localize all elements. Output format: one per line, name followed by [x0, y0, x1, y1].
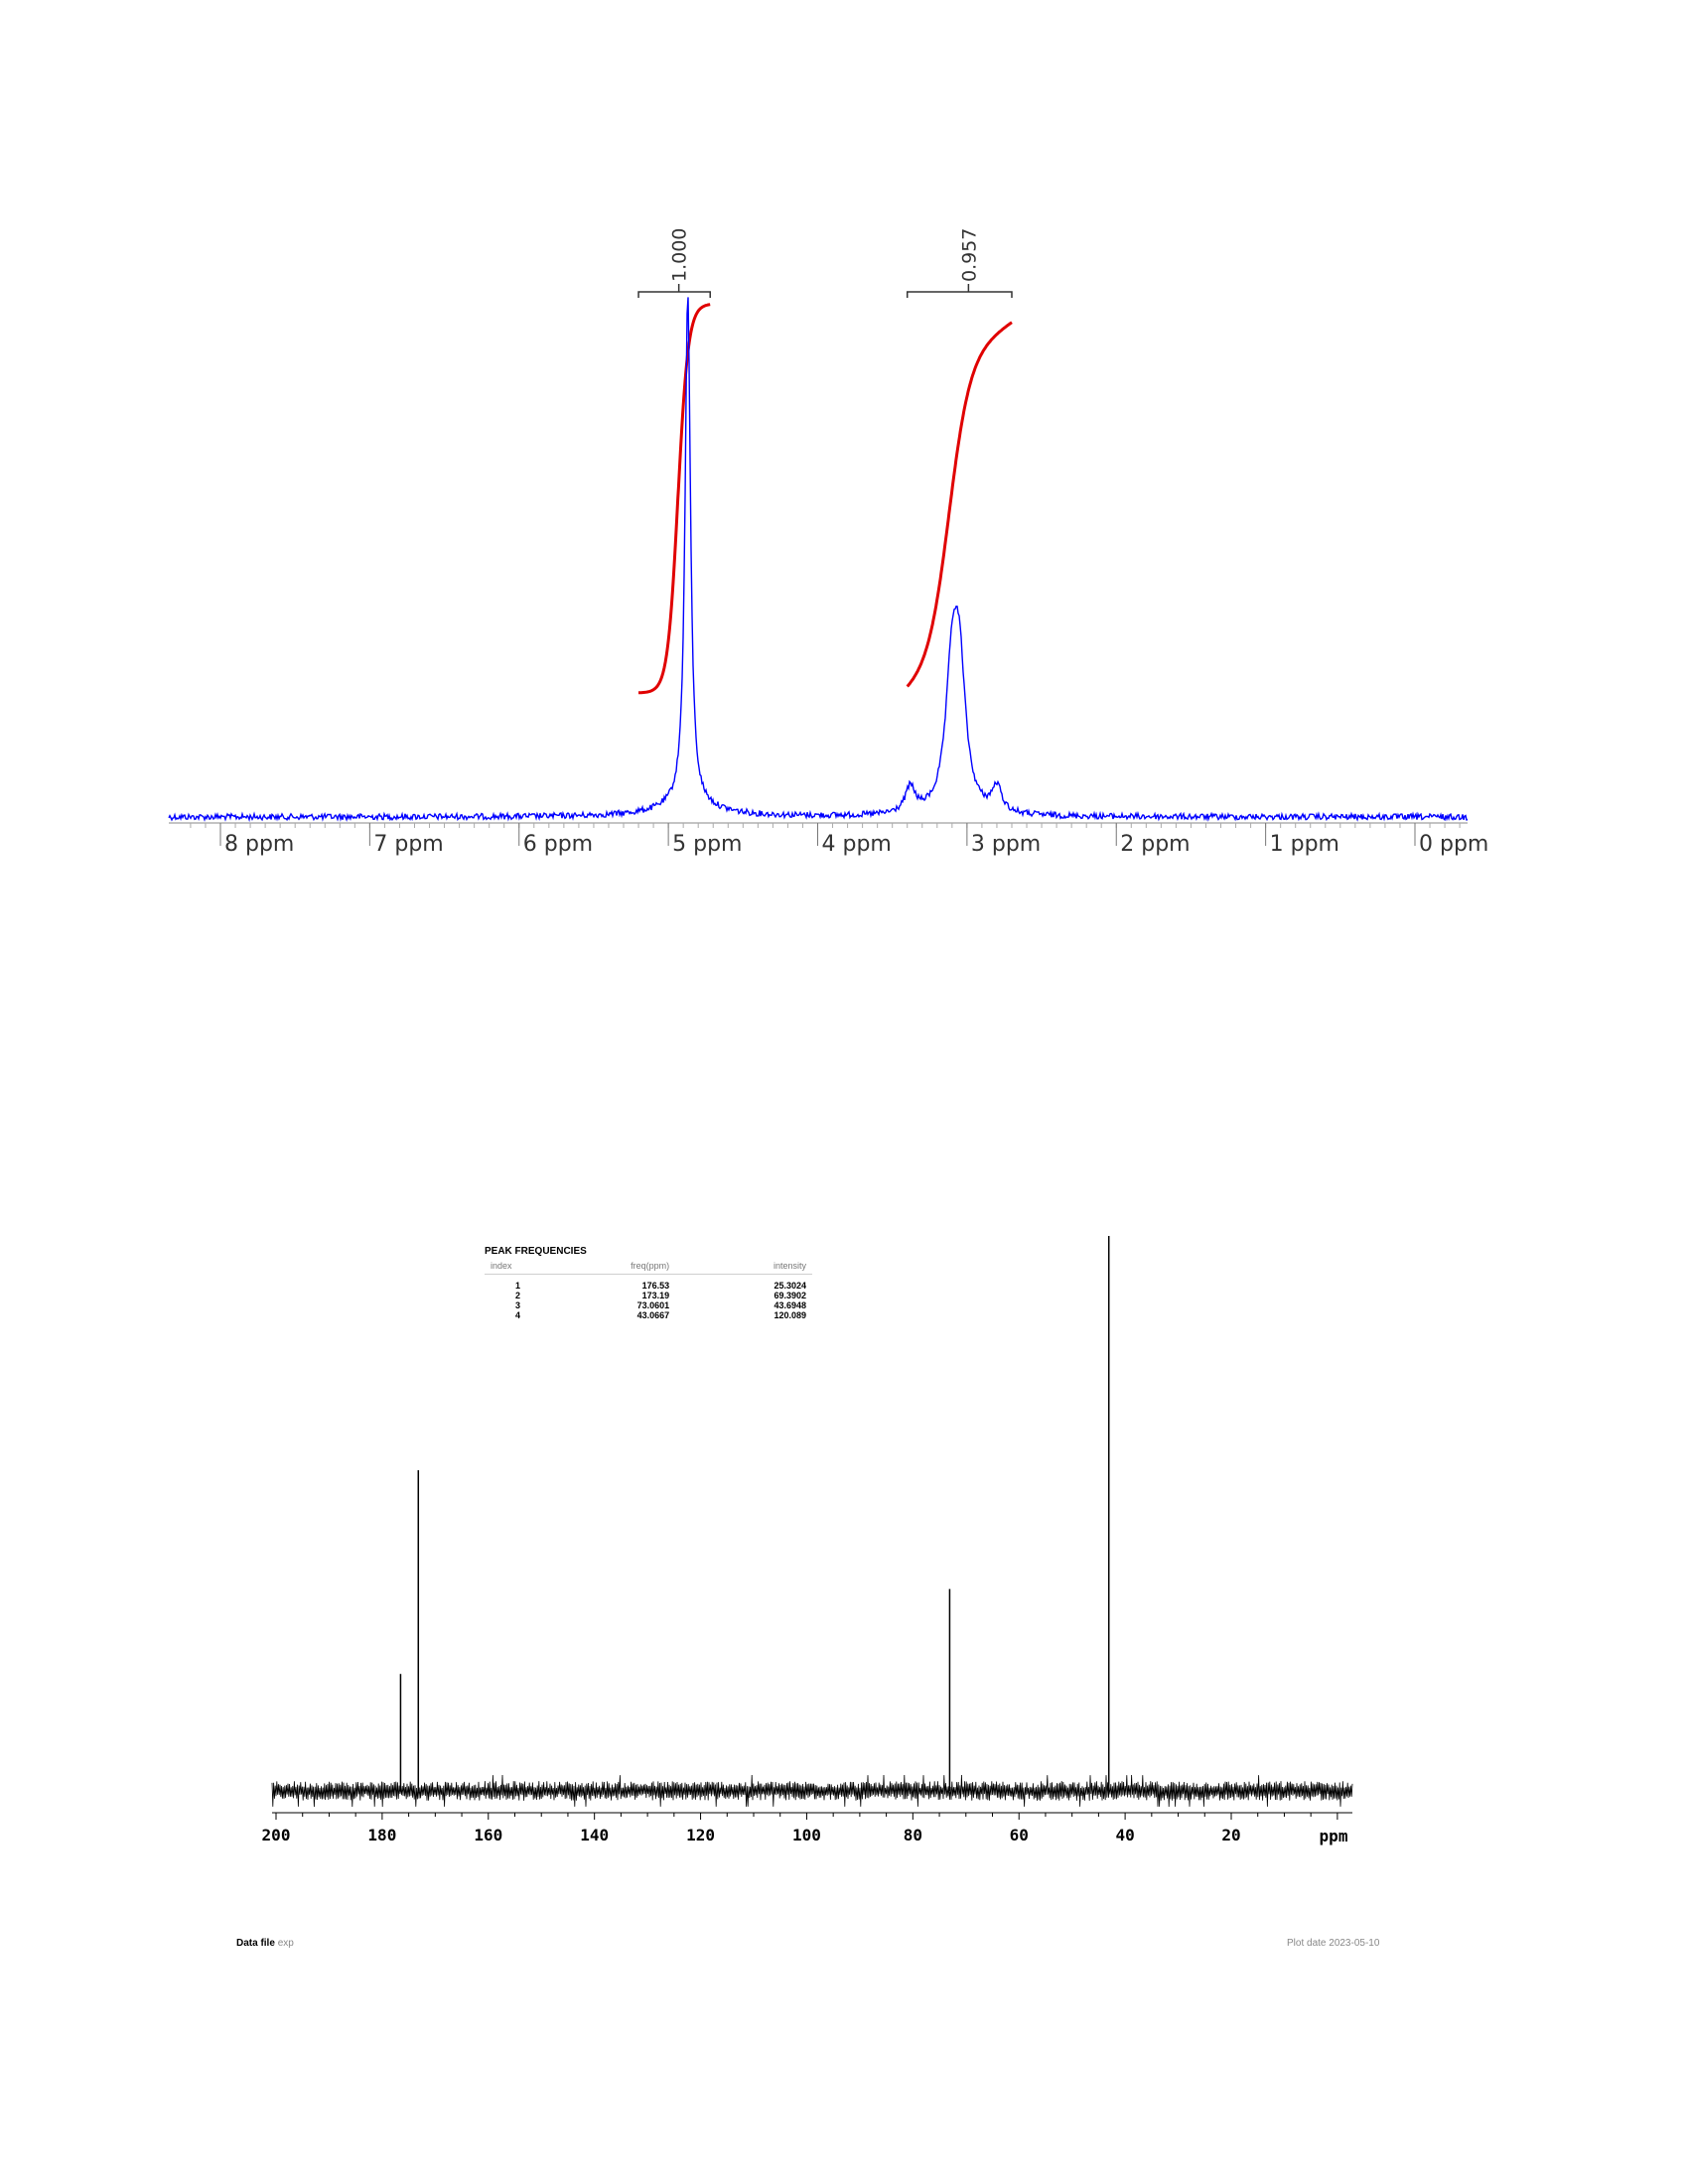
- c-tick-label: 120: [686, 1826, 715, 1844]
- h-spectrum-trace: [168, 297, 1469, 823]
- peak-frequencies-table: PEAK FREQUENCIES index freq(ppm) intensi…: [485, 1246, 812, 1320]
- c-tick-label: 100: [792, 1826, 821, 1844]
- table-row: 3 73.0601 43.6948: [485, 1300, 812, 1310]
- peak-intensity: 43.6948: [774, 1300, 806, 1310]
- c-baseline-noise: [271, 1774, 1353, 1808]
- c-tick-label: 40: [1115, 1826, 1134, 1844]
- h-nmr-spectrum: 8 ppm 7 ppm 6 ppm 5 ppm 4 ppm 3 ppm 2 ppm 1 ppm…: [168, 228, 1488, 857]
- table-row: 1 176.53 25.3024: [485, 1275, 812, 1292]
- peak-intensity: 25.3024: [774, 1281, 806, 1291]
- c-tick-label: 200: [262, 1826, 291, 1844]
- h-tick-label: 0 ppm: [1419, 832, 1488, 857]
- plot-date: Plot date 2023-05-10: [1287, 1938, 1380, 1949]
- c-axis-unit: ppm: [1320, 1827, 1348, 1845]
- h-tick-label: 5 ppm: [672, 832, 742, 857]
- peak-index: 1: [514, 1281, 520, 1291]
- peak-intensity: 69.3902: [774, 1291, 806, 1300]
- peak-intensity: 120.089: [774, 1310, 806, 1320]
- h-integrals: 1.000 0.957: [637, 228, 1013, 695]
- h-tick-label: 3 ppm: [971, 832, 1041, 857]
- table-row: 2 173.19 69.3902: [485, 1291, 812, 1300]
- c-tick-label: 60: [1010, 1826, 1029, 1844]
- peak-freq: 173.19: [641, 1291, 670, 1300]
- h-tick-label: 1 ppm: [1270, 832, 1339, 857]
- c-tick-label: 160: [474, 1826, 502, 1844]
- peak-index: 2: [514, 1291, 520, 1300]
- h-integral-curve: [638, 303, 711, 695]
- c-tick-label: 140: [580, 1826, 609, 1844]
- h-integral-bracket: [637, 291, 711, 298]
- c-tick-label: 80: [904, 1826, 922, 1844]
- peak-table-title: PEAK FREQUENCIES: [485, 1246, 587, 1257]
- h-x-axis: 8 ppm 7 ppm 6 ppm 5 ppm 4 ppm 3 ppm 2 ppm 1 ppm…: [169, 822, 1488, 857]
- h-integral-curve: [906, 321, 1013, 688]
- h-integral-value: 0.957: [958, 228, 980, 282]
- peak-index: 4: [514, 1310, 520, 1320]
- peak-freq: 73.0601: [636, 1300, 670, 1310]
- h-tick-label: 2 ppm: [1120, 832, 1190, 857]
- data-file-label: Data file: [236, 1938, 275, 1949]
- peak-index: 3: [514, 1300, 520, 1310]
- h-integral-bracket: [906, 291, 1013, 298]
- data-file-value: exp: [277, 1938, 294, 1949]
- c-peaks: [399, 1236, 1110, 1791]
- h-tick-label: 8 ppm: [224, 832, 294, 857]
- h-tick-label: 6 ppm: [523, 832, 593, 857]
- peak-table-header-intensity: intensity: [675, 1260, 812, 1275]
- h-tick-label: 7 ppm: [373, 832, 443, 857]
- data-file-info: Data file exp: [236, 1938, 294, 1949]
- peak-freq: 43.0667: [636, 1310, 670, 1320]
- c-x-axis: 200 180 160 140 120 100 80 60 40 20 ppm: [262, 1812, 1352, 1845]
- table-row: 4 43.0667 120.089: [485, 1310, 812, 1320]
- peak-table-header-freq: freq(ppm): [520, 1260, 676, 1275]
- h-integral-value: 1.000: [669, 228, 691, 282]
- c-tick-label: 20: [1221, 1826, 1240, 1844]
- c-tick-label: 180: [367, 1826, 396, 1844]
- h-tick-label: 4 ppm: [822, 832, 892, 857]
- peak-freq: 176.53: [641, 1281, 670, 1291]
- peak-table-header-index: index: [485, 1260, 520, 1275]
